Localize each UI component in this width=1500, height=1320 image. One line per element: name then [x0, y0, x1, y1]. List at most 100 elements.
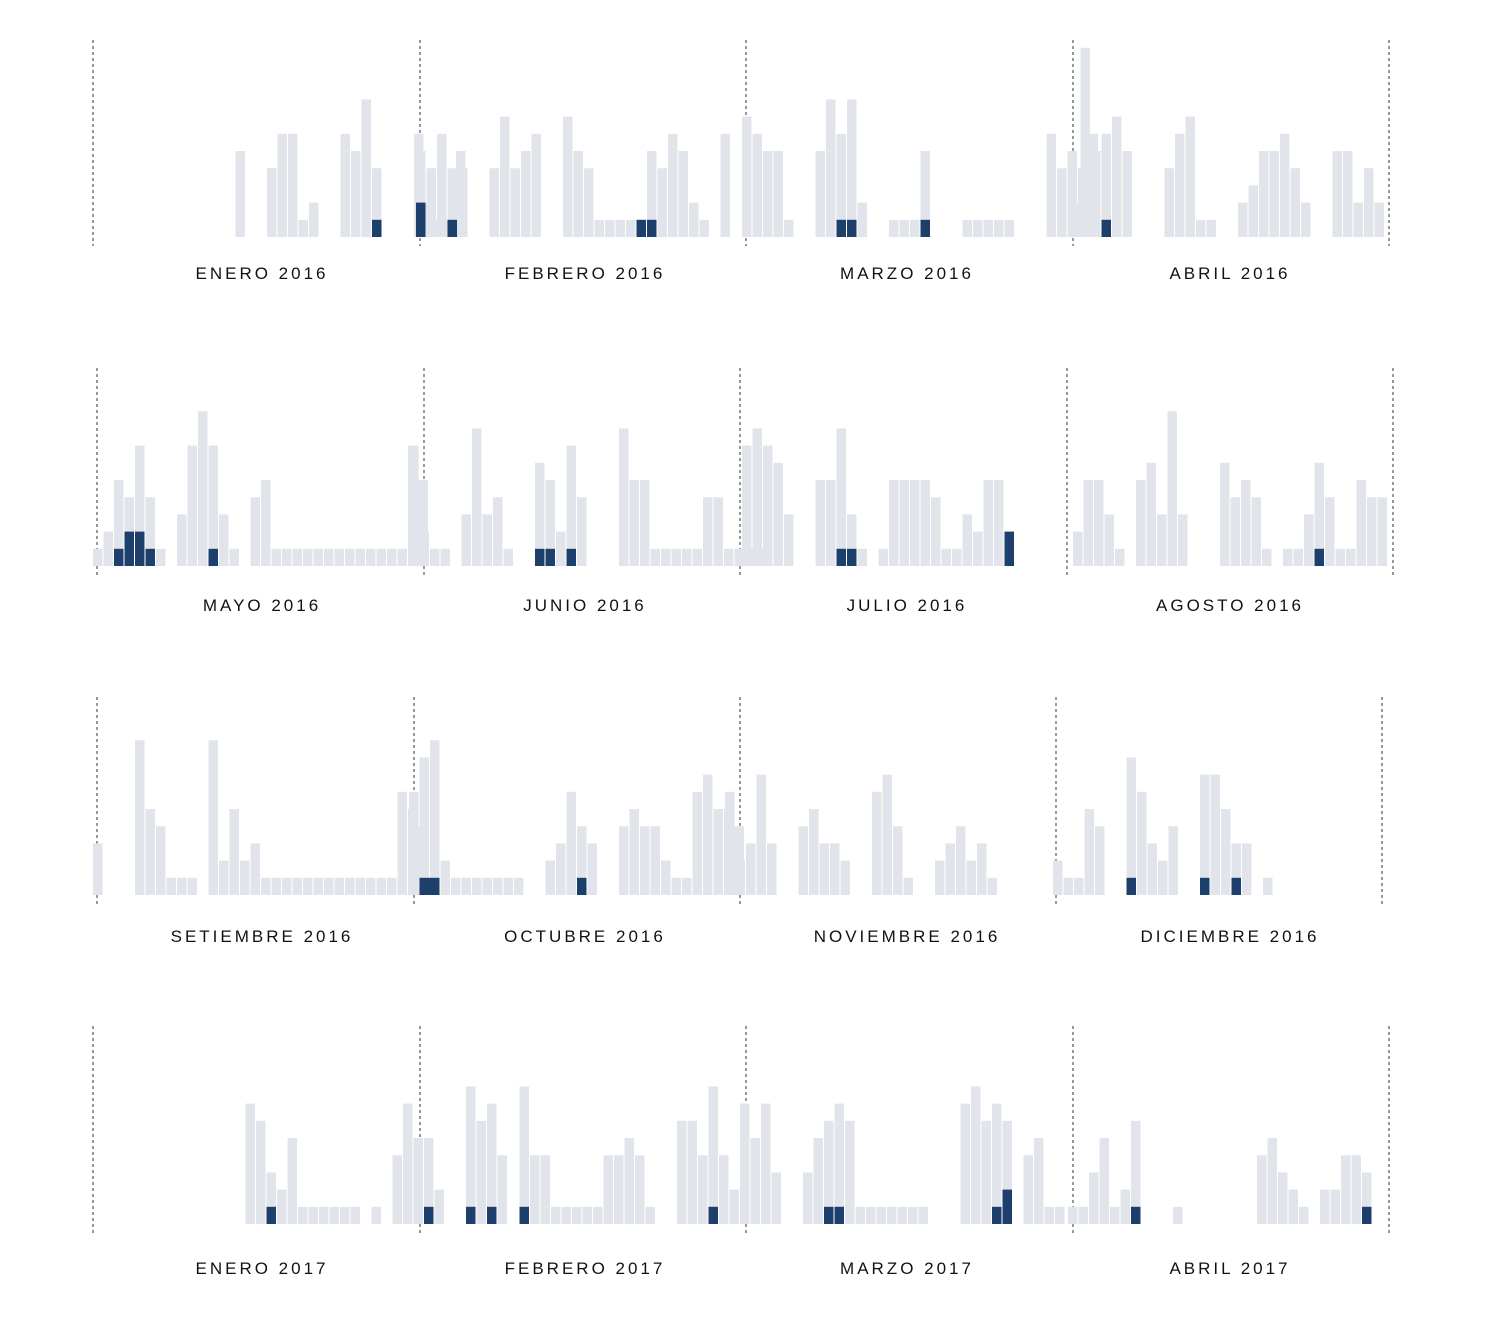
day-bar-highlight	[1314, 548, 1324, 566]
day-bar	[530, 1155, 540, 1224]
day-bar	[403, 1103, 413, 1224]
day-bar	[763, 445, 773, 566]
day-bar	[371, 1206, 381, 1224]
day-bar	[872, 791, 882, 895]
day-bar	[809, 809, 819, 895]
day-bar	[857, 548, 867, 566]
day-bar-highlight	[114, 548, 124, 566]
day-bar	[1196, 219, 1206, 237]
month-label: MARZO 2016	[840, 264, 974, 283]
day-bar	[482, 877, 492, 895]
day-bar	[458, 168, 468, 237]
day-bar	[1241, 480, 1251, 566]
day-bar	[577, 826, 587, 895]
day-bar	[682, 548, 692, 566]
day-bar	[419, 757, 429, 895]
day-bar	[603, 1155, 613, 1224]
day-bar	[1126, 757, 1136, 895]
day-bar	[266, 1172, 276, 1224]
day-bar	[135, 740, 145, 895]
month-panel	[409, 428, 765, 566]
month-dividers	[92, 40, 1394, 1234]
day-bar	[514, 877, 524, 895]
day-bar	[355, 877, 365, 895]
day-bar	[177, 877, 187, 895]
month-panel	[740, 1086, 1065, 1224]
day-bar	[451, 877, 461, 895]
month-label: FEBRERO 2016	[505, 264, 666, 283]
day-bar	[735, 860, 745, 895]
day-bar	[409, 791, 419, 895]
day-bar	[593, 1206, 603, 1224]
bars-layer	[93, 47, 1387, 1224]
day-bar	[1099, 1138, 1109, 1224]
day-bar	[521, 151, 531, 237]
day-bar	[973, 531, 983, 566]
day-bar	[1083, 480, 1093, 566]
day-bar	[376, 548, 386, 566]
day-bar	[983, 219, 993, 237]
day-bar	[1248, 185, 1258, 237]
day-bar	[897, 1206, 907, 1224]
day-bar	[1068, 1206, 1078, 1224]
day-bar-highlight	[1004, 531, 1014, 566]
day-bar	[784, 219, 794, 237]
day-bar	[977, 843, 987, 895]
day-bar-highlight	[636, 219, 646, 237]
day-bar	[614, 1155, 624, 1224]
day-bar	[1335, 548, 1345, 566]
day-bar	[288, 133, 298, 237]
day-bar	[629, 809, 639, 895]
day-bar	[798, 826, 808, 895]
day-bar	[1112, 116, 1122, 237]
day-bar	[1173, 1206, 1183, 1224]
day-bar	[1074, 877, 1084, 895]
day-bar	[440, 860, 450, 895]
day-bar	[1263, 877, 1273, 895]
day-bar	[1238, 202, 1248, 237]
day-bar	[572, 1206, 582, 1224]
month-label: MAYO 2016	[203, 596, 321, 615]
day-bar	[156, 826, 166, 895]
month-panel	[742, 99, 1098, 238]
day-bar	[345, 877, 355, 895]
day-bar	[992, 1103, 1002, 1224]
day-bar	[535, 462, 545, 566]
day-bar	[966, 860, 976, 895]
day-bar	[1353, 202, 1363, 237]
day-bar	[1231, 843, 1241, 895]
day-bar	[418, 480, 428, 566]
day-bar	[729, 1189, 739, 1224]
day-bar	[503, 877, 513, 895]
day-bar	[1063, 877, 1073, 895]
day-bar	[472, 428, 482, 566]
day-bar	[1055, 1206, 1065, 1224]
day-bar	[931, 497, 941, 566]
day-bar	[619, 428, 629, 566]
day-bar	[277, 1189, 287, 1224]
day-bar	[563, 116, 573, 237]
day-bar	[166, 877, 176, 895]
day-bar	[229, 809, 239, 895]
day-bar	[187, 445, 197, 566]
day-bar	[250, 843, 260, 895]
day-bar	[1073, 531, 1083, 566]
day-bar-highlight	[145, 548, 155, 566]
day-bar	[324, 877, 334, 895]
day-bar-highlight	[487, 1206, 497, 1224]
day-bar	[866, 1206, 876, 1224]
day-bar	[361, 99, 371, 238]
day-bar	[584, 168, 594, 237]
day-bar	[910, 480, 920, 566]
day-bar	[313, 548, 323, 566]
day-bar	[267, 168, 277, 237]
day-bar	[1178, 514, 1188, 566]
day-bar	[734, 548, 744, 566]
day-bar	[430, 548, 440, 566]
day-bar	[771, 1172, 781, 1224]
day-bar	[962, 514, 972, 566]
day-bar	[1137, 791, 1147, 895]
day-bar	[1251, 497, 1261, 566]
day-bar	[756, 774, 766, 895]
day-bar	[1283, 548, 1293, 566]
